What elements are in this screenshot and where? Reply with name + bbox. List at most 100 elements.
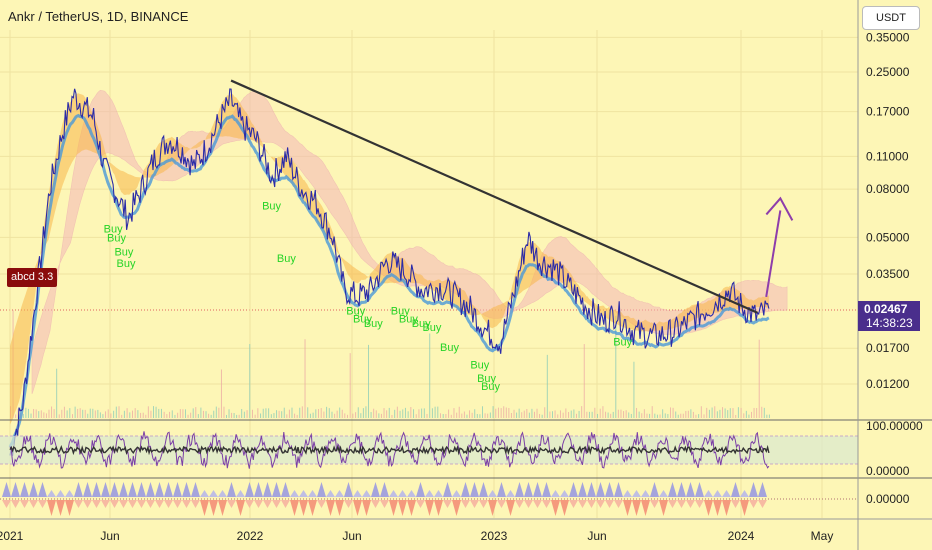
x-tick-label: 2023 [481, 529, 508, 543]
volume-bar [605, 411, 607, 418]
volume-bar [35, 409, 37, 418]
buy-signal-label: Buy [364, 318, 383, 330]
volume-bar [179, 409, 181, 418]
volume-bar [458, 406, 460, 418]
price-series [9, 88, 770, 456]
momentum-up-marker [29, 482, 38, 497]
volume-bar [578, 410, 580, 418]
momentum-down-marker [632, 500, 641, 516]
volume-bar [714, 406, 716, 418]
volume-bar [254, 414, 256, 418]
volume-bar [307, 407, 309, 418]
volume-bar [105, 411, 107, 418]
volume-bar [383, 408, 385, 418]
volume-bar [649, 413, 651, 418]
volume-bar [394, 409, 396, 418]
volume-bar [171, 410, 173, 418]
volume-bar [236, 414, 238, 418]
volume-bar [386, 410, 388, 418]
cloud-area [31, 89, 788, 395]
momentum-down-marker [2, 500, 11, 508]
volume-bar [344, 413, 346, 418]
momentum-down-marker [308, 500, 317, 516]
momentum-up-marker [20, 482, 29, 497]
buy-signals: BuyBuyBuyBuyBuyBuyBuyBuyBuyBuyBuyBuyBuyB… [104, 201, 633, 393]
volume-bar [591, 411, 593, 418]
volume-bar [448, 409, 450, 418]
volume-bar [469, 410, 471, 418]
momentum-up-marker [569, 482, 578, 497]
volume-bar [249, 344, 251, 418]
volume-bar [166, 414, 168, 418]
momentum-up-marker [722, 490, 731, 497]
volume-bar [685, 410, 687, 418]
momentum-up-marker [416, 482, 425, 497]
rsi-tick-label: 100.00000 [866, 419, 923, 433]
volume-bar [667, 414, 669, 418]
volume-bar [669, 407, 671, 418]
volume-bar [586, 411, 588, 418]
volume-bar [391, 414, 393, 418]
momentum-down-marker [596, 500, 605, 508]
volume-bar [99, 412, 101, 418]
buy-signal-label: Buy [104, 224, 123, 236]
volume-bar [445, 414, 447, 418]
volume-bar [286, 414, 288, 418]
buy-signal-label: Buy [114, 247, 133, 259]
momentum-down-marker [65, 500, 74, 516]
volume-bar [378, 413, 380, 418]
volume-bar [276, 410, 278, 418]
volume-bar [51, 406, 53, 418]
volume-bar [557, 414, 559, 418]
momentum-down-marker [164, 500, 173, 508]
volume-bar [628, 412, 630, 418]
y-tick-label: 0.05000 [866, 230, 910, 244]
momentum-up-marker [119, 482, 128, 497]
volume-bar [636, 407, 638, 418]
volume-bar [745, 410, 747, 418]
volume-bar [551, 411, 553, 418]
volume-bar [489, 412, 491, 418]
momentum-up-marker [470, 482, 479, 497]
volume-bar [25, 407, 27, 418]
currency-button[interactable]: USDT [862, 6, 920, 30]
momentum-down-marker [11, 500, 20, 508]
volume-bar [357, 407, 359, 418]
momentum-down-marker [623, 500, 632, 516]
momentum-down-marker [695, 500, 704, 508]
momentum-up-marker [614, 482, 623, 497]
volume-bar [48, 409, 50, 418]
arrow-shaft [765, 210, 782, 298]
volume-bar [513, 409, 515, 418]
volume-bar [413, 409, 415, 418]
bar-countdown: 14:38:23 [866, 315, 913, 330]
momentum-up-marker [182, 482, 191, 497]
momentum-up-marker [92, 482, 101, 497]
volume-bar [360, 413, 362, 418]
momentum-down-marker [110, 500, 119, 508]
volume-bar [437, 406, 439, 418]
momentum-up-marker [380, 482, 389, 497]
volume-bar [195, 407, 197, 418]
volume-bar [487, 413, 489, 418]
volume-bar [703, 414, 705, 418]
x-tick-label: Jun [587, 529, 606, 543]
volume-bar [66, 410, 68, 418]
volume-bar [231, 412, 233, 418]
volume-bar [612, 411, 614, 418]
momentum-down-marker [47, 500, 56, 516]
volume-bar [554, 410, 556, 418]
momentum-down-marker [497, 500, 506, 508]
momentum-down-marker [290, 500, 299, 516]
volume-bar [202, 410, 204, 418]
volume-bar [296, 414, 298, 418]
volume-bar [677, 414, 679, 418]
momentum-down-marker [362, 500, 371, 516]
volume-bar [719, 409, 721, 418]
volume-bar [526, 408, 528, 418]
volume-bar [402, 409, 404, 418]
y-tick-label: 0.11000 [866, 149, 909, 163]
momentum-up-marker [461, 482, 470, 497]
momentum-up-marker [38, 482, 47, 497]
